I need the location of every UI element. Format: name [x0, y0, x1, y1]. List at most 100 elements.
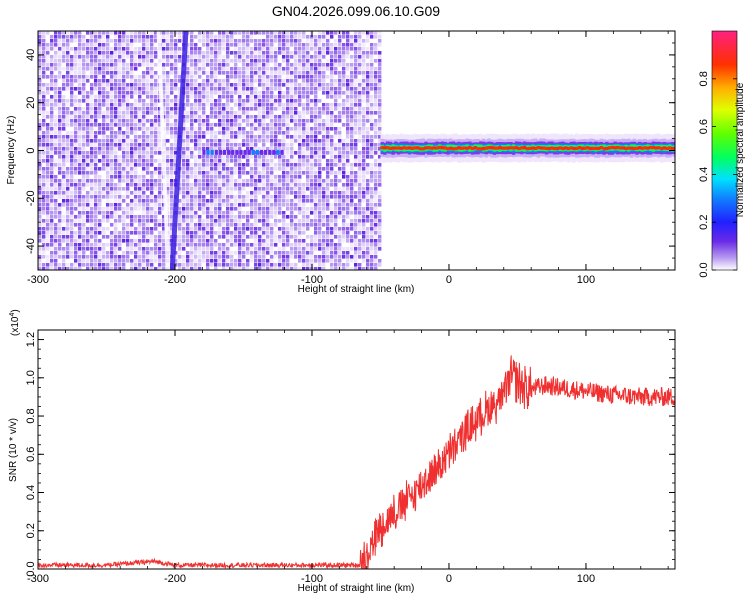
heatmap-cell [246, 43, 250, 47]
heatmap-cell [118, 127, 122, 131]
heatmap-cell [278, 199, 282, 203]
heatmap-cell [130, 47, 134, 51]
heatmap-cell [210, 163, 214, 167]
heatmap-cell [258, 171, 262, 175]
heatmap-cell [166, 63, 170, 67]
heatmap-cell [82, 251, 86, 255]
heatmap-cell [54, 43, 58, 47]
heatmap-cell [246, 51, 250, 55]
heatmap-cell [154, 195, 158, 199]
heatmap-cell [194, 103, 198, 107]
heatmap-cell [62, 51, 66, 55]
heatmap-cell [270, 207, 274, 211]
heatmap-cell [102, 267, 106, 270]
heatmap-cell [302, 103, 306, 107]
heatmap-cell [350, 239, 354, 243]
heatmap-cell [222, 127, 226, 131]
heatmap-cell [302, 159, 306, 163]
heatmap-cell [122, 239, 126, 243]
heatmap-cell [326, 223, 330, 227]
heatmap-cell [322, 107, 326, 111]
heatmap-cell [322, 267, 326, 270]
heatmap-cell [106, 47, 110, 51]
heatmap-cell [202, 191, 206, 195]
heatmap-cell [310, 99, 314, 103]
heatmap-cell [258, 155, 262, 159]
heatmap-cell [378, 179, 382, 183]
heatmap-cell [310, 83, 314, 87]
heatmap-cell [166, 59, 170, 63]
heatmap-cell [282, 143, 286, 147]
heatmap-cell [222, 171, 226, 175]
heatmap-cell [294, 219, 298, 223]
heatmap-cell [114, 131, 118, 135]
heatmap-cell [242, 187, 246, 191]
heatmap-cell [302, 255, 306, 259]
heatmap-cell [262, 239, 266, 243]
heatmap-cell [290, 51, 294, 55]
heatmap-cell [186, 127, 190, 131]
heatmap-cell [286, 71, 290, 75]
heatmap-cell [294, 215, 298, 219]
heatmap-cell [78, 83, 82, 87]
heatmap-cell [226, 115, 230, 119]
heatmap-cell [234, 103, 238, 107]
heatmap-cell [242, 231, 246, 235]
heatmap-cell [282, 195, 286, 199]
heatmap-cell [38, 107, 42, 111]
heatmap-cell [158, 119, 162, 123]
heatmap-cell [182, 147, 186, 151]
heatmap-cell [286, 215, 290, 219]
heatmap-cell [318, 55, 322, 59]
heatmap-cell [82, 231, 86, 235]
heatmap-cell [322, 243, 326, 247]
heatmap-cell [378, 243, 382, 247]
heatmap-cell [338, 95, 342, 99]
heatmap-cell [170, 99, 174, 103]
heatmap-cell [334, 235, 338, 239]
heatmap-cell [106, 67, 110, 71]
heatmap-cell [374, 47, 378, 51]
heatmap-cell [134, 183, 138, 187]
heatmap-cell [46, 267, 50, 270]
heatmap-cell [42, 119, 46, 123]
heatmap-cell [206, 47, 210, 51]
heatmap-cell [274, 163, 278, 167]
heatmap-cell [322, 71, 326, 75]
heatmap-cell [374, 231, 378, 235]
heatmap-cell [38, 31, 42, 35]
heatmap-cell [230, 147, 234, 151]
heatmap-cell [370, 87, 374, 91]
heatmap-cell [230, 187, 234, 191]
heatmap-cell [74, 207, 78, 211]
heatmap-cell [350, 247, 354, 251]
heatmap-cell [350, 187, 354, 191]
heatmap-cell [362, 111, 366, 115]
heatmap-cell [250, 247, 254, 251]
heatmap-cell [322, 215, 326, 219]
heatmap-cell [138, 87, 142, 91]
heatmap-cell [230, 255, 234, 259]
heatmap-cell [370, 199, 374, 203]
heatmap-cell [226, 67, 230, 71]
heatmap-cell [202, 79, 206, 83]
heatmap-cell [174, 79, 178, 83]
heatmap-cell [262, 119, 266, 123]
heatmap-cell [254, 43, 258, 47]
heatmap-cell [94, 107, 98, 111]
heatmap-cell [290, 79, 294, 83]
heatmap-cell [70, 143, 74, 147]
heatmap-cell [134, 127, 138, 131]
heatmap-cell [274, 155, 278, 159]
heatmap-cell [314, 87, 318, 91]
heatmap-cell [282, 139, 286, 143]
heatmap-cell [298, 75, 302, 79]
heatmap-cell [222, 87, 226, 91]
heatmap-cell [198, 99, 202, 103]
heatmap-cell [106, 87, 110, 91]
heatmap-cell [242, 163, 246, 167]
heatmap-cell [234, 219, 238, 223]
heatmap-cell [134, 267, 138, 270]
heatmap-cell [174, 99, 178, 103]
heatmap-cell [246, 55, 250, 59]
